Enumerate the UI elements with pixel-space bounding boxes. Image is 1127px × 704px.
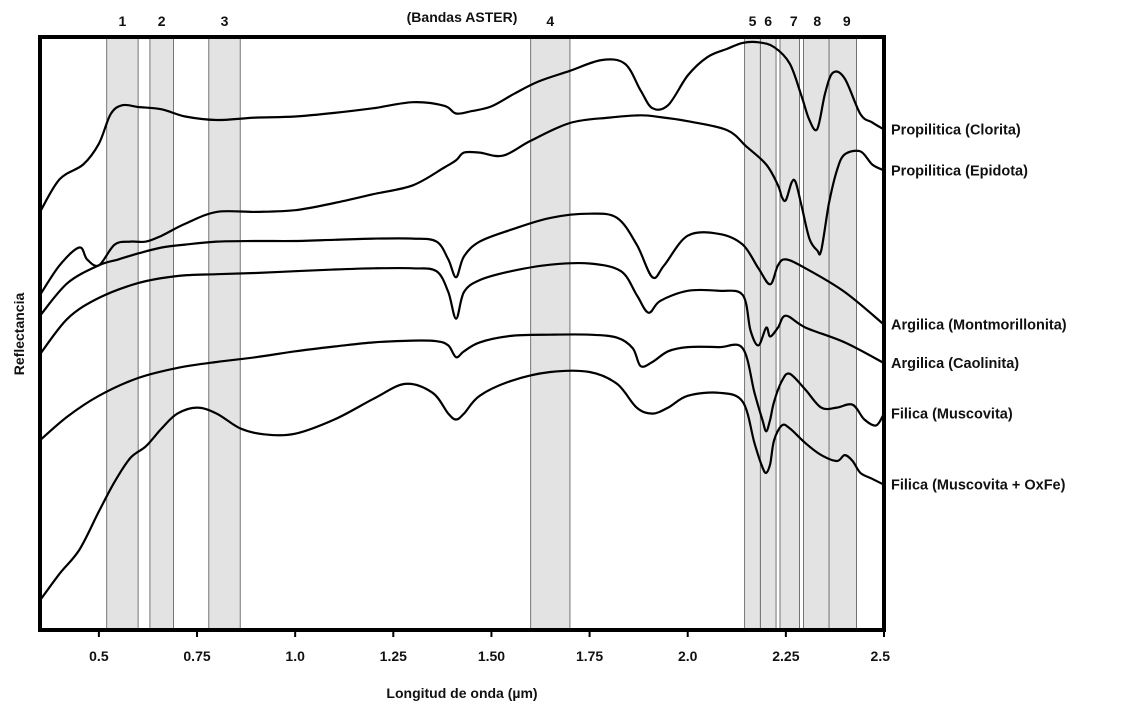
series-line-2 (38, 114, 886, 297)
band-label-3: 3 (221, 13, 229, 29)
series-label-5: Filica (Muscovita) (891, 407, 1013, 423)
x-tick-label: 0.5 (89, 648, 109, 664)
band-label-9: 9 (843, 13, 851, 29)
x-tick-label: 2.0 (678, 648, 698, 664)
y-axis-title: Reflectancia (11, 293, 27, 376)
series-label-2: Propilitica (Epidota) (891, 163, 1028, 179)
x-tick-label: 1.0 (285, 648, 305, 664)
band-label-8: 8 (813, 13, 821, 29)
aster-band-1 (106, 36, 139, 631)
series-label-3: Argilica (Montmorillonita) (891, 318, 1067, 334)
series-labels: Propilitica (Clorita) Propilitica (Epidot… (891, 123, 1067, 494)
band-label-7: 7 (790, 13, 798, 29)
x-tick-label: 2.25 (772, 648, 799, 664)
series-line-4 (38, 261, 886, 365)
series-line-1 (38, 40, 886, 213)
aster-band-2 (149, 36, 174, 631)
band-label-2: 2 (158, 13, 166, 29)
series-label-6: Filica (Muscovita + OxFe) (891, 478, 1066, 494)
x-axis-title: Longitud de onda (µm) (386, 685, 537, 701)
band-label-4: 4 (546, 13, 554, 29)
series-line-6 (38, 369, 886, 602)
aster-band-3 (208, 36, 241, 631)
x-tick-label: 2.5 (871, 648, 891, 664)
x-tick-label: 1.75 (576, 648, 603, 664)
chart-title: (Bandas ASTER) (407, 9, 518, 25)
series-line-5 (38, 333, 886, 442)
x-tick-label: 0.75 (183, 648, 210, 664)
aster-band-9 (828, 36, 857, 631)
series-line-3 (38, 212, 886, 326)
series-label-4: Argilica (Caolinita) (891, 356, 1019, 372)
band-label-1: 1 (119, 13, 127, 29)
x-tick-label: 1.50 (478, 648, 505, 664)
x-tick-label: 1.25 (380, 648, 407, 664)
aster-band-7 (779, 36, 801, 631)
band-label-5: 5 (749, 13, 757, 29)
series-layer (38, 40, 886, 602)
band-label-6: 6 (764, 13, 772, 29)
series-label-1: Propilitica (Clorita) (891, 123, 1021, 139)
x-axis-ticks: 0.5 0.75 1.0 1.25 1.50 1.75 2.0 2.25 2.5 (89, 630, 890, 664)
plot-frame (38, 35, 886, 632)
